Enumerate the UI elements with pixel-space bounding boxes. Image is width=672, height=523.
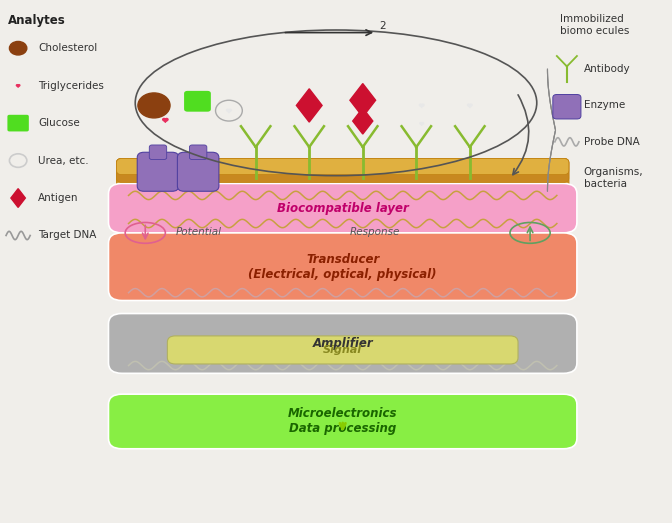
Text: Transducer
(Electrical, optical, physical): Transducer (Electrical, optical, physica…	[249, 253, 437, 281]
FancyBboxPatch shape	[116, 158, 569, 175]
FancyBboxPatch shape	[108, 394, 577, 449]
Text: Signal: Signal	[323, 345, 362, 355]
Text: Glucose: Glucose	[38, 118, 80, 128]
FancyBboxPatch shape	[116, 158, 569, 183]
FancyBboxPatch shape	[167, 336, 518, 364]
Text: Amplifier: Amplifier	[312, 337, 373, 350]
Text: Probe DNA: Probe DNA	[583, 137, 639, 147]
Text: Target DNA: Target DNA	[38, 231, 97, 241]
Text: Antigen: Antigen	[38, 193, 79, 203]
Polygon shape	[16, 160, 20, 162]
Text: Immobilized
biomo ecules: Immobilized biomo ecules	[560, 15, 630, 36]
Text: Biocompatible layer: Biocompatible layer	[277, 202, 409, 214]
Polygon shape	[163, 118, 168, 122]
Polygon shape	[11, 189, 26, 208]
FancyBboxPatch shape	[553, 95, 581, 119]
Text: Urea, etc.: Urea, etc.	[38, 155, 89, 166]
Text: 2: 2	[380, 21, 386, 31]
Polygon shape	[468, 104, 472, 107]
Circle shape	[138, 93, 170, 118]
Text: Organisms,
bacteria: Organisms, bacteria	[583, 167, 643, 189]
Text: Cholesterol: Cholesterol	[38, 43, 97, 53]
Polygon shape	[420, 122, 423, 125]
Polygon shape	[419, 104, 424, 107]
Polygon shape	[296, 89, 322, 122]
Text: Microelectronics
Data processing: Microelectronics Data processing	[288, 407, 397, 436]
Circle shape	[9, 41, 27, 55]
Text: Analytes: Analytes	[8, 15, 66, 27]
FancyBboxPatch shape	[177, 152, 219, 191]
FancyBboxPatch shape	[149, 145, 167, 160]
FancyBboxPatch shape	[108, 313, 577, 373]
FancyBboxPatch shape	[108, 184, 577, 233]
Text: Antibody: Antibody	[583, 64, 630, 74]
Polygon shape	[226, 109, 231, 112]
Polygon shape	[350, 84, 376, 117]
Polygon shape	[16, 85, 20, 87]
Polygon shape	[353, 108, 373, 134]
Text: Enzyme: Enzyme	[583, 100, 625, 110]
FancyBboxPatch shape	[7, 115, 29, 131]
FancyBboxPatch shape	[116, 158, 569, 198]
Text: Response: Response	[349, 228, 400, 237]
FancyBboxPatch shape	[137, 152, 179, 191]
FancyBboxPatch shape	[184, 91, 211, 112]
Text: Triglycerides: Triglycerides	[38, 81, 104, 90]
FancyBboxPatch shape	[116, 158, 569, 190]
FancyBboxPatch shape	[190, 145, 207, 160]
Text: Potential: Potential	[175, 228, 221, 237]
FancyBboxPatch shape	[108, 233, 577, 301]
